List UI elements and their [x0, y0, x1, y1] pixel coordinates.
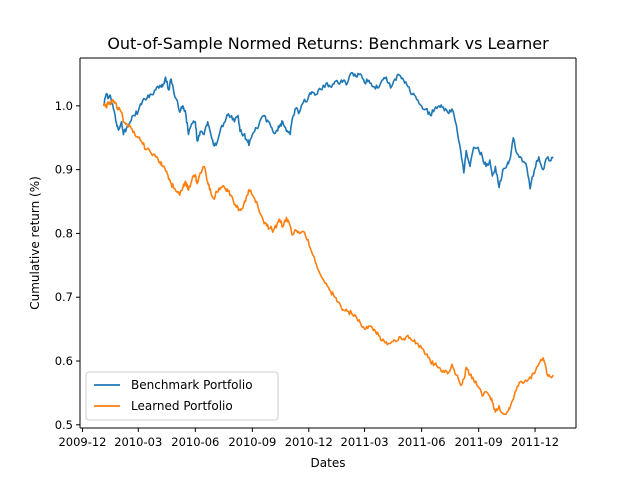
y-tick-label: 0.7 [55, 290, 73, 304]
y-tick-label: 0.8 [55, 226, 73, 240]
legend-label-benchmark: Benchmark Portfolio [131, 378, 253, 392]
series-layer [102, 71, 554, 416]
y-tick-label: 1.0 [55, 99, 73, 113]
series-line-benchmark-portfolio [102, 71, 554, 190]
legend-label-learned: Learned Portfolio [131, 399, 233, 413]
legend-box [85, 371, 279, 421]
x-tick-label: 2010-09 [228, 435, 276, 449]
x-tick-label: 2011-06 [398, 435, 446, 449]
x-tick-label: 2011-03 [341, 435, 389, 449]
plot-area [80, 58, 576, 428]
y-tick-label: 0.6 [55, 354, 73, 368]
x-tick-label: 2011-09 [455, 435, 503, 449]
x-tick-label: 2010-03 [114, 435, 162, 449]
axes-spines [79, 57, 577, 429]
y-axis-ticks: 0.5 0.6 0.7 0.8 0.9 1.0 [55, 99, 80, 432]
legend: Benchmark Portfolio Learned Portfolio [85, 371, 279, 421]
x-tick-label: 2010-06 [171, 435, 219, 449]
y-tick-label: 0.5 [55, 418, 73, 432]
x-axis-label: Dates [311, 456, 346, 470]
x-tick-label: 2010-12 [285, 435, 333, 449]
series-line-learned-portfolio [102, 98, 554, 416]
y-axis-label: Cumulative return (%) [28, 176, 42, 310]
y-tick-label: 0.9 [55, 163, 73, 177]
x-axis-ticks: 2009-12 2010-03 2010-06 2010-09 2010-12 2011-… [58, 428, 559, 449]
x-tick-label: 2009-12 [58, 435, 106, 449]
x-tick-label: 2011-12 [511, 435, 559, 449]
chart-title: Out-of-Sample Normed Returns: Benchmark … [107, 34, 549, 53]
